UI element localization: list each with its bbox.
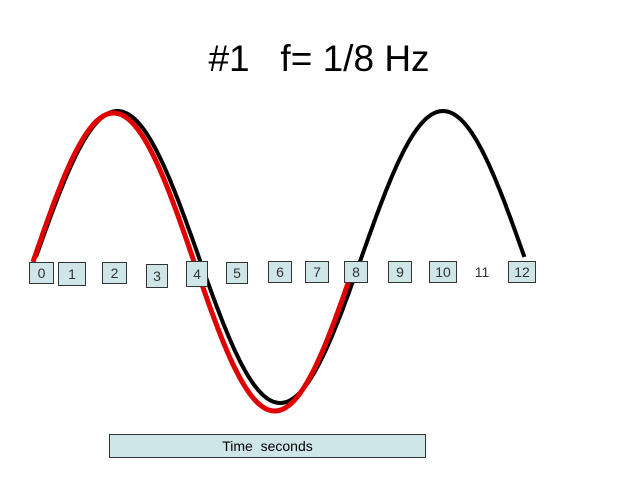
tick-label-12: 12 — [508, 261, 536, 283]
tick-label-6: 6 — [268, 261, 292, 283]
tick-label-3: 3 — [146, 264, 168, 288]
tick-label-9: 9 — [388, 261, 412, 283]
tick-label-1: 1 — [58, 262, 86, 286]
tick-label-11: 11 — [474, 264, 490, 280]
tick-label-2: 2 — [102, 262, 127, 284]
black-sine-wave — [34, 109, 527, 405]
tick-label-10: 10 — [429, 261, 457, 283]
tick-label-7: 7 — [305, 261, 329, 283]
time-axis-label: Time seconds — [109, 434, 426, 458]
tick-label-5: 5 — [226, 262, 248, 284]
tick-label-4: 4 — [186, 261, 208, 287]
slide-title: #1 f= 1/8 Hz — [208, 38, 430, 79]
tick-label-8: 8 — [344, 261, 368, 283]
tick-label-0: 0 — [29, 262, 54, 284]
